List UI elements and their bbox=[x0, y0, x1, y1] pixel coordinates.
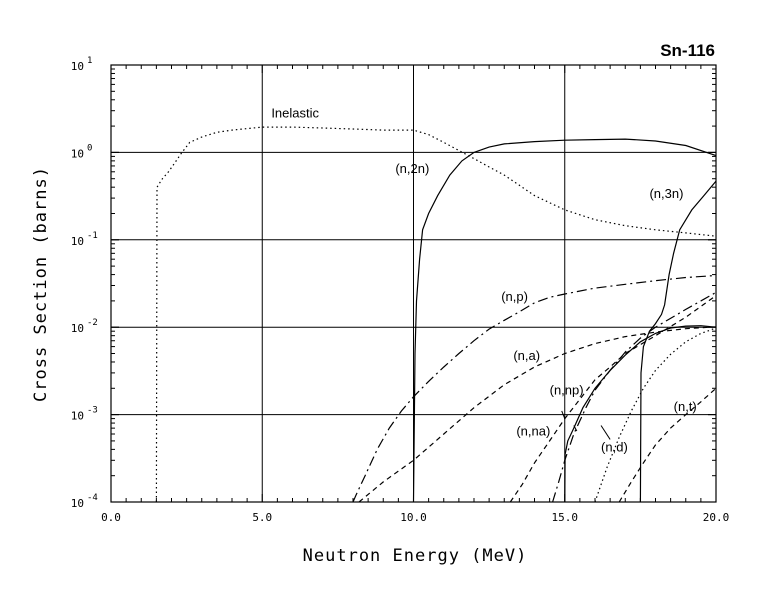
series-n-a bbox=[358, 326, 717, 503]
y-tick-exponent: 1 bbox=[87, 56, 92, 66]
y-tick-label: 10 0 bbox=[71, 143, 93, 160]
callout-layer bbox=[561, 410, 611, 440]
annotation-n-np: (n,np) bbox=[550, 382, 584, 397]
series-n-p bbox=[352, 274, 717, 503]
x-tick-label: 20.0 bbox=[703, 511, 730, 524]
y-tick-base: 10 bbox=[71, 322, 84, 335]
series-n-2n bbox=[412, 138, 717, 503]
y-tick-label: 10 1 bbox=[71, 56, 93, 73]
y-tick-exponent: -2 bbox=[87, 318, 98, 328]
y-tick-exponent: 0 bbox=[87, 143, 92, 153]
y-tick-base: 10 bbox=[71, 497, 84, 510]
annotation-n-na: (n,na) bbox=[516, 423, 550, 438]
y-tick-base: 10 bbox=[71, 410, 84, 423]
annotation-n-2n: (n,2n) bbox=[395, 161, 429, 176]
y-tick-base: 10 bbox=[71, 60, 84, 73]
frame-layer bbox=[110, 64, 717, 503]
annotation-n-d: (n,d) bbox=[601, 439, 628, 454]
y-tick-base: 10 bbox=[71, 147, 84, 160]
x-tick-label: 5.0 bbox=[252, 511, 272, 524]
y-tick-label: 10 -1 bbox=[71, 231, 98, 248]
annotation-n-a: (n,a) bbox=[513, 348, 540, 363]
y-tick-label: 10 -3 bbox=[71, 406, 98, 423]
y-tick-exponent: -3 bbox=[87, 406, 98, 416]
series-n-np bbox=[564, 325, 717, 503]
series-n-3n bbox=[639, 180, 717, 503]
y-tick-label: 10 -2 bbox=[71, 318, 98, 335]
annotation-n-t: (n,t) bbox=[674, 399, 697, 414]
annotation-n-3n: (n,3n) bbox=[649, 186, 683, 201]
series-inelastic bbox=[155, 126, 717, 503]
series-n-na bbox=[509, 295, 717, 503]
x-tick-layer: 0.0 5.0 10.0 15.0 20.0 bbox=[101, 511, 729, 524]
annotation-leader-line bbox=[561, 410, 566, 419]
chart-title: Sn-116 bbox=[660, 41, 715, 60]
grid-layer bbox=[111, 65, 716, 502]
x-axis-label: Neutron Energy (MeV) bbox=[303, 546, 528, 566]
series-n-t bbox=[618, 387, 717, 503]
x-tick-label: 10.0 bbox=[400, 511, 427, 524]
annotation-leader-line bbox=[600, 425, 611, 440]
y-tick-label: 10 -4 bbox=[71, 493, 98, 510]
annotation-inelastic: Inelastic bbox=[271, 106, 319, 121]
annotation-leader-line bbox=[573, 425, 578, 432]
x-tick-label: 15.0 bbox=[552, 511, 579, 524]
annotation-layer: Inelastic (n,2n) (n,3n) (n,p) (n,a) (n,np) (n,… bbox=[271, 106, 696, 455]
y-tick-base: 10 bbox=[71, 235, 84, 248]
y-axis-label: Cross Section (barns) bbox=[31, 166, 51, 402]
annotation-n-p: (n,p) bbox=[501, 289, 528, 304]
y-tick-exponent: -1 bbox=[87, 231, 98, 241]
x-tick-label: 0.0 bbox=[101, 511, 121, 524]
series-layer bbox=[155, 126, 717, 503]
y-tick-exponent: -4 bbox=[87, 493, 98, 503]
